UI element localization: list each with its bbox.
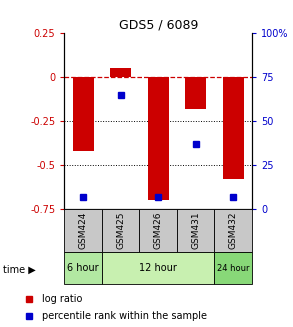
Bar bbox=[102, 252, 214, 284]
Bar bbox=[148, 77, 168, 200]
Bar bbox=[177, 209, 214, 252]
Text: 24 hour: 24 hour bbox=[217, 264, 249, 273]
Bar bbox=[73, 77, 93, 151]
Text: GSM426: GSM426 bbox=[154, 212, 163, 249]
Bar bbox=[139, 209, 177, 252]
Bar bbox=[223, 77, 243, 179]
Text: GSM425: GSM425 bbox=[116, 212, 125, 249]
Text: GSM424: GSM424 bbox=[79, 212, 88, 249]
Bar bbox=[214, 252, 252, 284]
Text: 12 hour: 12 hour bbox=[139, 263, 177, 273]
Text: log ratio: log ratio bbox=[42, 294, 82, 304]
Text: GSM431: GSM431 bbox=[191, 212, 200, 250]
Text: time ▶: time ▶ bbox=[3, 265, 36, 275]
Bar bbox=[64, 209, 102, 252]
Bar bbox=[185, 77, 206, 109]
Bar bbox=[64, 252, 102, 284]
Text: 6 hour: 6 hour bbox=[67, 263, 99, 273]
Bar bbox=[110, 68, 131, 77]
Text: percentile rank within the sample: percentile rank within the sample bbox=[42, 311, 207, 320]
Bar bbox=[214, 209, 252, 252]
Title: GDS5 / 6089: GDS5 / 6089 bbox=[119, 19, 198, 31]
Bar bbox=[102, 209, 139, 252]
Text: GSM432: GSM432 bbox=[229, 212, 238, 249]
